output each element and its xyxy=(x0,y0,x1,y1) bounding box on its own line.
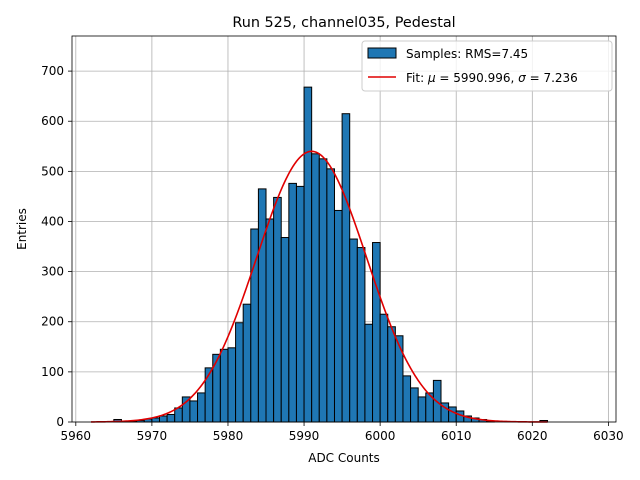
histogram-bar xyxy=(394,335,404,423)
x-tick-label: 6020 xyxy=(517,429,548,443)
histogram-bar xyxy=(311,153,320,423)
y-axis-ticks: 0 100 200 300 400 500 600 700 xyxy=(41,64,72,429)
histogram-bar xyxy=(288,182,297,423)
histogram-bar xyxy=(295,185,305,423)
histogram-bar xyxy=(174,407,183,423)
histogram-bar xyxy=(372,242,381,423)
x-tick-label: 6000 xyxy=(365,429,396,443)
y-axis-label: Entries xyxy=(15,208,29,250)
histogram-bar xyxy=(242,303,252,423)
legend: Samples: RMS=7.45 Fit: μ = 5990.996, σ =… xyxy=(361,40,613,92)
x-tick-label: 5970 xyxy=(137,429,168,443)
histogram-bar xyxy=(333,209,343,423)
histogram-bar xyxy=(204,367,214,423)
histogram-bar xyxy=(273,196,282,423)
histogram-bar xyxy=(410,387,419,423)
chart-title: Run 525, channel035, Pedestal xyxy=(232,15,455,31)
histogram-bar xyxy=(189,400,199,423)
histogram-bar xyxy=(349,238,358,423)
fit-curve xyxy=(91,150,548,423)
y-tick-label: 700 xyxy=(41,64,64,78)
histogram-bar xyxy=(326,168,335,423)
x-axis-ticks: 5960 5970 5980 5990 6000 6010 6020 6030 xyxy=(61,422,624,443)
histogram-bar xyxy=(379,313,389,423)
histogram-bars xyxy=(113,86,549,423)
histogram-bar xyxy=(318,158,328,423)
histogram-bar xyxy=(402,375,412,423)
histogram-bar xyxy=(257,188,267,423)
histogram-bar xyxy=(197,392,206,423)
histogram-bar xyxy=(356,247,366,423)
x-tick-label: 5960 xyxy=(61,429,92,443)
histogram-bar xyxy=(417,396,427,423)
histogram-bar xyxy=(181,396,191,423)
x-tick-label: 5990 xyxy=(289,429,320,443)
x-tick-label: 5980 xyxy=(213,429,244,443)
histogram-bar xyxy=(280,237,290,423)
histogram-bar xyxy=(387,326,396,423)
legend-label-samples: Samples: RMS=7.45 xyxy=(406,47,528,61)
y-tick-label: 600 xyxy=(41,114,64,128)
legend-label-fit: Fit: μ = 5990.996, σ = 7.236 xyxy=(406,71,578,85)
y-tick-label: 300 xyxy=(41,265,64,279)
plot-frame xyxy=(71,35,617,423)
y-tick-label: 0 xyxy=(56,415,64,429)
histogram-bar xyxy=(235,322,244,423)
y-tick-label: 200 xyxy=(41,315,64,329)
histogram-bar xyxy=(448,406,457,423)
histogram-bar xyxy=(341,113,351,423)
legend-swatch-samples xyxy=(367,47,397,59)
y-tick-label: 100 xyxy=(41,365,64,379)
x-tick-label: 6030 xyxy=(593,429,624,443)
x-tick-label: 6010 xyxy=(441,429,472,443)
legend-box xyxy=(361,40,613,92)
histogram-bar xyxy=(151,417,160,423)
histogram-bar xyxy=(265,218,275,423)
histogram-bar xyxy=(166,413,176,423)
x-axis-label: ADC Counts xyxy=(308,451,380,465)
y-tick-label: 400 xyxy=(41,214,64,228)
histogram-bar xyxy=(219,348,229,423)
histogram-bar xyxy=(158,415,168,423)
y-tick-label: 500 xyxy=(41,164,64,178)
histogram-bar xyxy=(303,86,313,423)
histogram-bar xyxy=(227,347,237,423)
histogram-bar xyxy=(364,323,374,423)
